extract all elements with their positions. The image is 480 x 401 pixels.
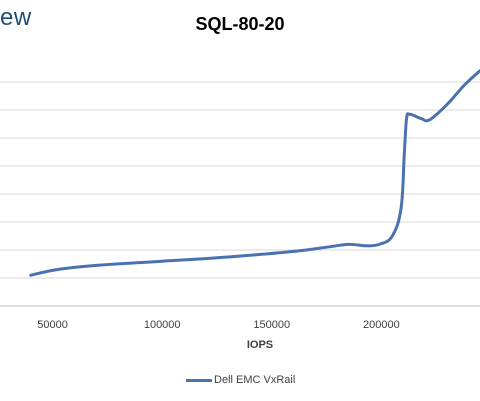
x-tick-labels: 50000 100000 150000 200000 (37, 319, 399, 331)
x-tick-label: 150000 (253, 319, 290, 331)
x-tick-label: 50000 (37, 319, 68, 331)
brand-logo-text: ew (0, 4, 32, 31)
x-tick-label: 100000 (144, 319, 181, 331)
series-line (29, 69, 480, 277)
x-tick-label: 200000 (363, 319, 400, 331)
series-layer (29, 69, 480, 277)
chart-title: SQL-80-20 (195, 14, 285, 34)
legend-label: Dell EMC VxRail (214, 374, 296, 386)
gridlines (0, 81, 480, 307)
legend: Dell EMC VxRail (186, 374, 295, 386)
x-axis-title: IOPS (247, 339, 273, 351)
legend-swatch (186, 378, 212, 382)
